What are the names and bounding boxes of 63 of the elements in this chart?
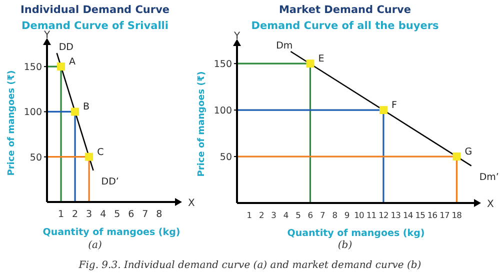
point [306, 60, 314, 68]
x-tick-label: 16 [427, 210, 438, 220]
point [452, 152, 461, 161]
annotation: E [318, 54, 324, 65]
x-axis-title: Quantity of mangoes (kg) [287, 228, 425, 239]
point [71, 108, 80, 116]
text: X [487, 199, 494, 210]
x-tick-label: 2 [72, 209, 78, 220]
y-axis-title: Price of mangoes (₹) [7, 70, 17, 176]
x-tick-label: 15 [415, 210, 426, 220]
annotation: B [83, 102, 90, 113]
chart-title: Individual Demand Curve [20, 4, 170, 16]
annotation: Dm [276, 40, 293, 52]
chart-subtitle: Demand Curve of all the buyers [251, 20, 439, 32]
annotation: Dm’ [479, 172, 499, 183]
x-tick-label: 5 [296, 210, 301, 220]
text: Y [232, 31, 241, 42]
x-tick-label: 4 [100, 209, 106, 220]
y-tick-label: 100 [214, 106, 232, 117]
text: Y [42, 30, 51, 41]
annotation: A [69, 56, 76, 68]
y-tick-label: 150 [24, 62, 42, 74]
x-tick-label: 18 [452, 210, 462, 220]
point [57, 62, 66, 71]
y-tick-label: 100 [24, 107, 42, 118]
x-tick-label: 7 [320, 210, 325, 220]
point [85, 152, 94, 161]
x-tick-label: 9 [344, 210, 350, 220]
x-tick-label: 14 [402, 210, 413, 220]
x-tick-label: 8 [156, 209, 162, 220]
text: (a) [88, 240, 102, 251]
annotation: DD’ [101, 176, 119, 188]
x-tick-label: 12 [378, 210, 388, 220]
text: (b) [338, 240, 352, 251]
x-tick-label: 2 [258, 210, 264, 220]
x-tick-label: 3 [86, 209, 92, 220]
annotation: DD [58, 42, 74, 54]
x-tick-label: 13 [390, 210, 401, 220]
x-tick-label: 10 [354, 210, 364, 220]
chart-title: Market Demand Curve [278, 4, 412, 16]
x-axis-title: Quantity of mangoes (kg) [42, 227, 180, 238]
point [379, 106, 388, 114]
x-tick-label: 6 [308, 210, 313, 220]
x-tick-label: 4 [283, 210, 288, 220]
y-axis-title: Price of mangoes (₹) [197, 71, 207, 177]
x-tick-label: 5 [114, 209, 120, 220]
annotation: C [97, 146, 104, 158]
x-tick-label: 17 [440, 210, 450, 220]
y-tick-label: 50 [30, 152, 42, 164]
x-tick-label: 11 [366, 210, 376, 220]
x-tick-label: 6 [128, 209, 134, 220]
y-tick-label: 50 [220, 152, 232, 164]
chart-subtitle: Demand Curve of Srivalli [22, 20, 168, 32]
annotation: G [464, 146, 472, 158]
x-tick-label: 1 [58, 209, 64, 220]
annotation: F [391, 100, 397, 112]
y-tick-label: 150 [214, 59, 232, 70]
x-tick-label: 1 [246, 210, 252, 220]
caption: Fig. 9.3. Individual demand curve (a) and market demand curve (b) [78, 260, 422, 271]
text: X [188, 198, 195, 209]
x-tick-label: 7 [142, 209, 148, 220]
x-tick-label: 8 [332, 210, 338, 220]
x-tick-label: 3 [271, 210, 276, 220]
